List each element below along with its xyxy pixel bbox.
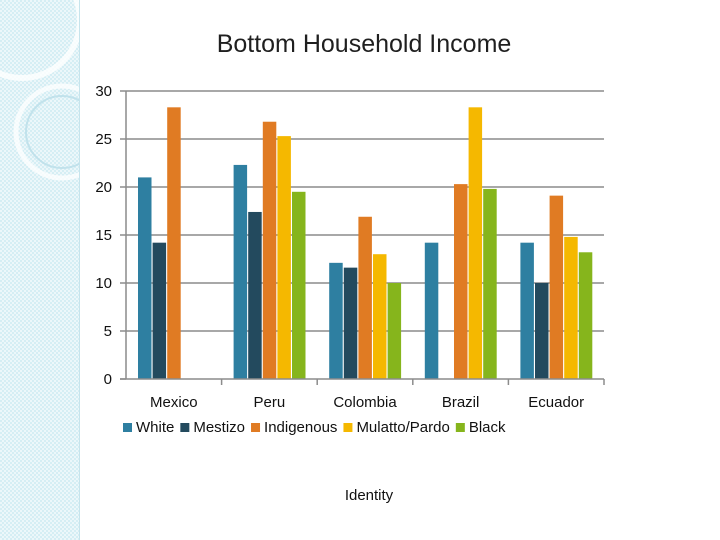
legend-item: Indigenous <box>251 419 337 436</box>
decorative-side-strip <box>0 0 80 540</box>
decorative-circles <box>0 0 79 181</box>
bar-mestizo-mexico <box>152 242 167 379</box>
bars <box>138 107 593 379</box>
bar-mulatto-pardo-ecuador <box>564 236 578 379</box>
bar-black-colombia <box>387 283 402 379</box>
bar-mulatto-pardo-brazil <box>468 107 483 379</box>
axes <box>120 91 604 380</box>
x-tick-label: Brazil <box>442 394 480 411</box>
bar-black-ecuador <box>578 252 593 379</box>
x-tick-label: Colombia <box>333 394 397 411</box>
x-tick-label: Ecuador <box>528 394 584 411</box>
bar-indigenous-brazil <box>454 184 468 379</box>
x-axis-label: Identity <box>345 487 394 504</box>
bar-indigenous-ecuador <box>549 195 564 379</box>
bar-white-brazil <box>424 242 439 379</box>
legend-label: White <box>136 419 174 436</box>
legend-item: Mestizo <box>180 419 245 436</box>
legend-swatch <box>123 423 132 432</box>
bar-indigenous-mexico <box>167 107 181 379</box>
legend-swatch <box>251 423 261 432</box>
y-tick-label: 25 <box>95 131 112 148</box>
legend-item: White <box>123 419 174 436</box>
y-axis-ticks: 0 5 10 15 20 25 30 <box>95 83 126 388</box>
x-tick-label: Peru <box>254 394 286 411</box>
bar-mulatto-pardo-peru <box>277 136 291 379</box>
y-tick-label: 15 <box>95 227 112 244</box>
legend-label: Mestizo <box>193 419 245 436</box>
legend-item: Black <box>455 419 506 436</box>
bar-indigenous-colombia <box>358 216 372 379</box>
bar-white-ecuador <box>520 242 534 379</box>
y-tick-label: 20 <box>95 179 112 196</box>
legend-label: Mulatto/Pardo <box>356 419 449 436</box>
legend-item: Mulatto/Pardo <box>343 419 450 436</box>
bar-mestizo-colombia <box>343 267 358 379</box>
bar-mestizo-peru <box>248 211 262 379</box>
bar-white-peru <box>233 164 248 379</box>
legend-swatch <box>343 423 353 432</box>
bar-mestizo-ecuador <box>535 283 549 379</box>
y-tick-label: 0 <box>104 371 112 388</box>
legend: White Mestizo Indigenous Mulatto/Pardo Black <box>123 419 506 436</box>
legend-swatch <box>180 423 190 432</box>
bar-white-mexico <box>138 177 152 379</box>
bar-mulatto-pardo-colombia <box>373 254 387 379</box>
bar-indigenous-peru <box>262 121 277 379</box>
y-tick-label: 30 <box>95 83 112 100</box>
legend-swatch <box>455 423 465 432</box>
bar-black-peru <box>292 191 306 379</box>
bar-black-brazil <box>483 188 497 379</box>
legend-label: Black <box>469 419 506 436</box>
legend-label: Indigenous <box>264 419 337 436</box>
y-tick-label: 10 <box>95 275 112 292</box>
x-axis-ticks: Mexico Peru Colombia Brazil Ecuador <box>150 379 605 411</box>
y-tick-label: 5 <box>104 323 112 340</box>
bar-white-colombia <box>329 262 343 379</box>
x-tick-label: Mexico <box>150 394 198 411</box>
chart-title: Bottom Household Income <box>217 30 512 58</box>
